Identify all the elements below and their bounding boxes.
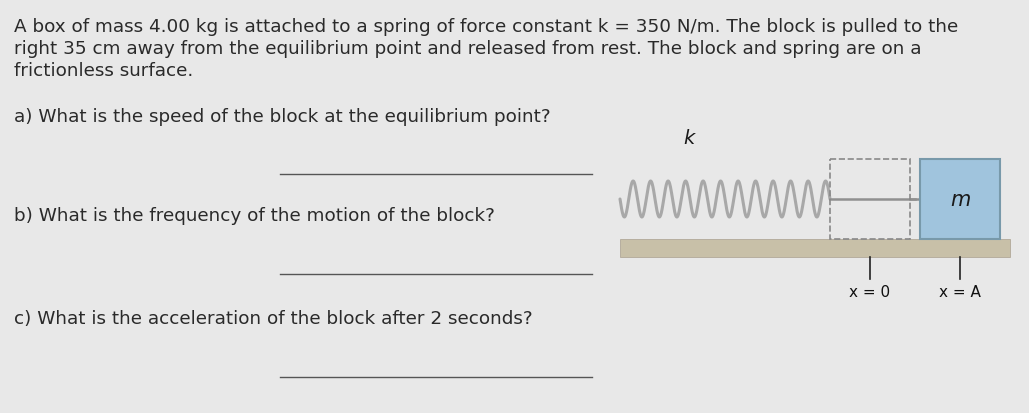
Text: c) What is the acceleration of the block after 2 seconds?: c) What is the acceleration of the block… [14,309,533,327]
Text: A box of mass 4.00 kg is attached to a spring of force constant k = 350 N/m. The: A box of mass 4.00 kg is attached to a s… [14,18,958,36]
Bar [920,159,1000,240]
Bar [620,240,1010,257]
Text: b) What is the frequency of the motion of the block?: b) What is the frequency of the motion o… [14,206,495,224]
Text: $m$: $m$ [950,190,970,209]
Text: x = 0: x = 0 [849,284,890,299]
Text: x = A: x = A [939,284,981,299]
Text: a) What is the speed of the block at the equilibrium point?: a) What is the speed of the block at the… [14,108,551,126]
Text: $k$: $k$ [683,129,697,147]
Text: frictionless surface.: frictionless surface. [14,62,193,80]
Bar [830,159,910,240]
Text: right 35 cm away from the equilibrium point and released from rest. The block an: right 35 cm away from the equilibrium po… [14,40,922,58]
